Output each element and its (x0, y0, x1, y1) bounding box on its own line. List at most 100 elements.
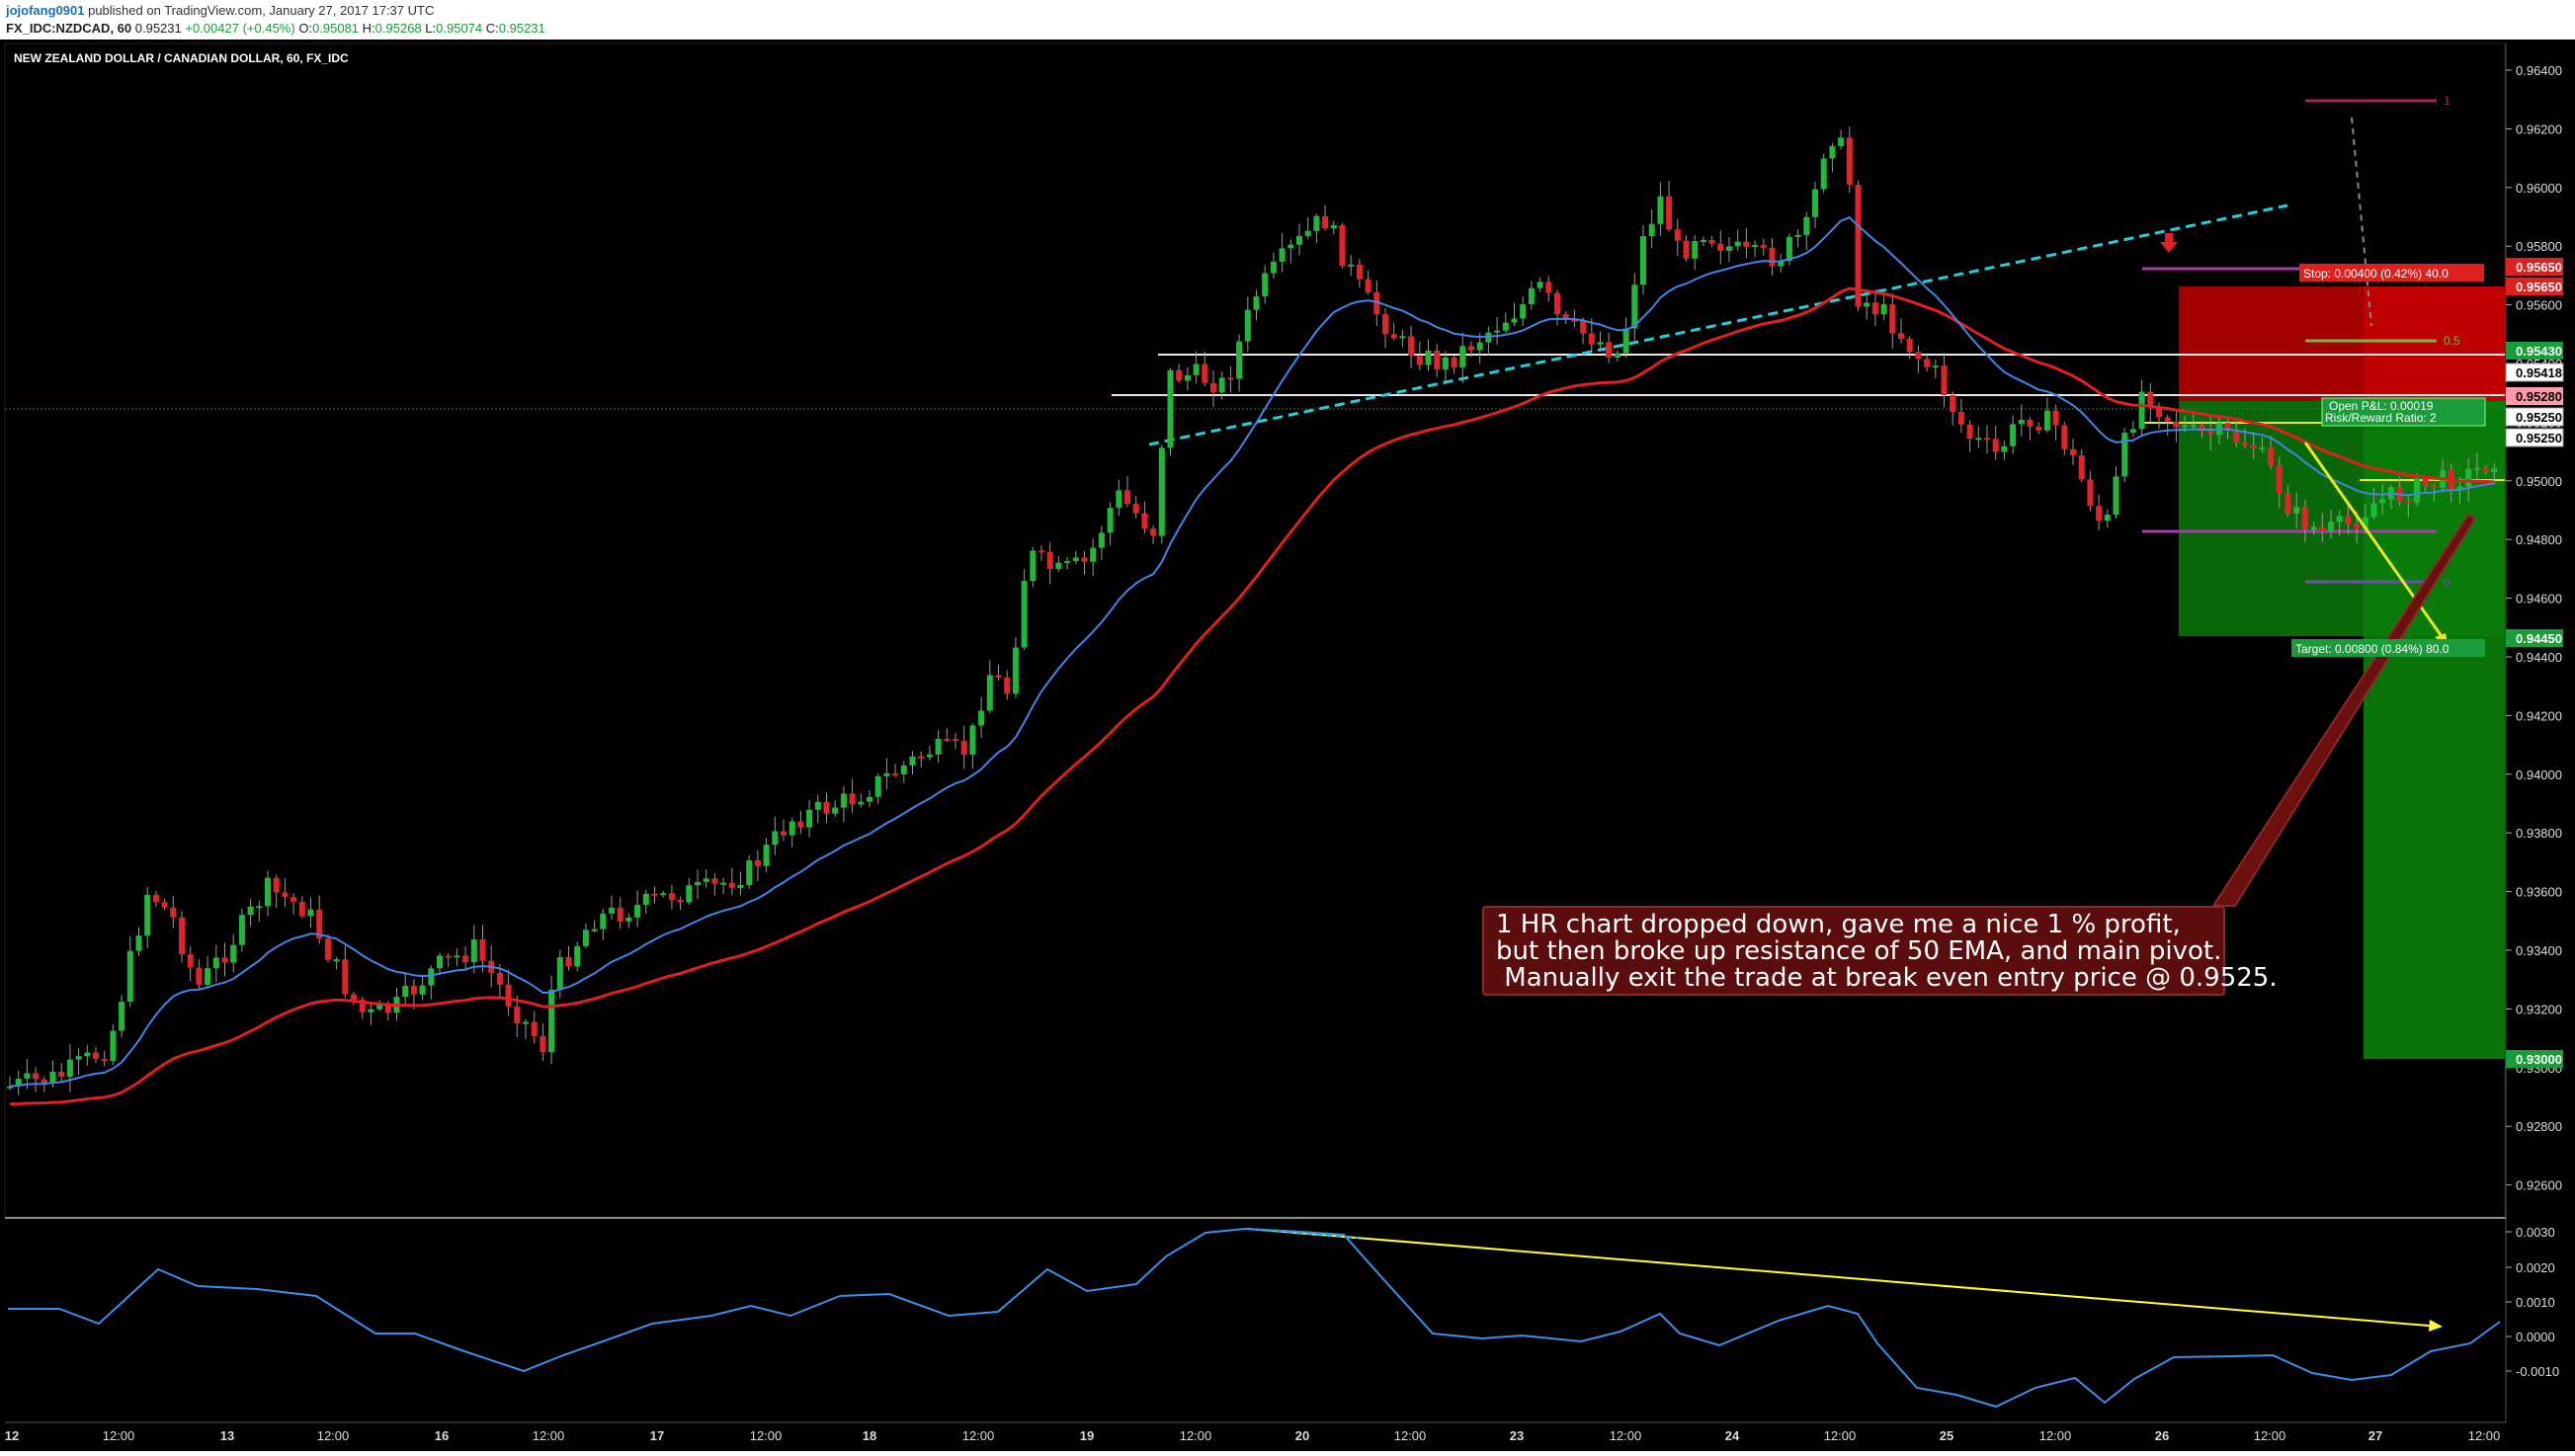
candle-body (58, 1071, 65, 1078)
time-tick-label: 20 (1295, 1428, 1309, 1443)
candle-body (565, 957, 572, 967)
candle-body (909, 756, 916, 766)
candle-body (2276, 465, 2283, 494)
candle-body (2010, 424, 2017, 446)
candle-body (1021, 581, 1028, 648)
oscillator-axis[interactable]: 0.0030 0.0020 0.0010 0.0000 -0.0010 (2506, 1225, 2559, 1379)
stop-label[interactable]: Stop: 0.00400 (0.42%) 40.0 (2299, 264, 2484, 282)
candle-body (625, 917, 632, 922)
candle-body (1081, 557, 1088, 562)
fib-trend-line[interactable] (2351, 117, 2372, 327)
candle-body (2027, 419, 2034, 427)
candle-body (75, 1056, 82, 1060)
candle-body (1700, 239, 1706, 242)
author-link[interactable]: jojofang0901 (6, 3, 85, 18)
candle-body (496, 972, 503, 985)
candle-body (265, 877, 271, 907)
svg-text:0.95650: 0.95650 (2516, 280, 2562, 294)
candle-body (1296, 235, 1302, 245)
oscillator-cyan-segment[interactable] (1246, 1228, 1360, 1239)
price-tick-label: 0.95600 (2516, 298, 2562, 313)
candle-body (960, 741, 967, 756)
open-label: O: (298, 21, 313, 36)
candle-body (781, 831, 787, 836)
candle-body (1915, 352, 1922, 360)
svg-text:Target: 0.00800 (0.84%) 80.0: Target: 0.00800 (0.84%) 80.0 (2295, 642, 2450, 656)
candle-body (1889, 304, 1896, 334)
ema-50-line[interactable] (9, 286, 2495, 1106)
candle-body (1459, 346, 1466, 368)
close-label: C: (485, 21, 499, 36)
stop-zone-tall[interactable] (2364, 286, 2505, 401)
candle-body (221, 957, 228, 963)
price-tick-label: 0.93600 (2516, 885, 2562, 900)
candle-body (1107, 508, 1114, 533)
oscillator-trendline[interactable] (1246, 1228, 2442, 1328)
candle-body (161, 902, 168, 908)
candle-body (1373, 291, 1380, 315)
candle-body (2164, 417, 2171, 422)
candle-body (368, 1009, 374, 1012)
candle-body (2284, 493, 2291, 515)
ema-20-line[interactable] (9, 216, 2495, 1088)
time-tick-label: 12:00 (2254, 1428, 2286, 1443)
oscillator-line[interactable] (8, 1227, 2501, 1409)
candle-body (1666, 196, 1673, 230)
candle-body (763, 845, 770, 866)
candle-body (1227, 377, 1234, 380)
svg-text:0.94450: 0.94450 (2516, 631, 2562, 646)
candle-body (359, 999, 366, 1012)
price-tick-label: 0.94000 (2516, 768, 2562, 782)
candle-body (1339, 225, 1346, 266)
candle-body (1871, 302, 1878, 315)
svg-text:Risk/Reward Ratio: 2: Risk/Reward Ratio: 2 (2325, 411, 2437, 425)
chart-area[interactable]: 1 0.5 0 Stop: 0.00400 (0.42%) 40.0 Targe… (0, 40, 2575, 1451)
candle-body (144, 894, 151, 936)
candle-body (2052, 410, 2059, 426)
candle-body (1279, 248, 1286, 262)
pnl-label[interactable]: Open P&L: 0.00019 Risk/Reward Ratio: 2 (2321, 397, 2486, 427)
high-label: H: (362, 21, 375, 36)
candle-body (806, 809, 813, 828)
candle-body (1683, 240, 1690, 259)
down-arrow-icon[interactable] (2160, 233, 2178, 253)
target-label[interactable]: Target: 0.00800 (0.84%) 80.0 (2291, 639, 2485, 657)
candle-body (2138, 391, 2145, 430)
candle-body (342, 959, 349, 995)
candle-body (2345, 516, 2352, 525)
candle-body (514, 1006, 521, 1024)
price-badge-white-2: 0.95250 (2505, 407, 2564, 427)
candle-body (2207, 431, 2214, 436)
annotation-callout[interactable]: 1 HR chart dropped down, gave me a nice … (1482, 906, 2278, 996)
candle-body (849, 793, 856, 805)
price-axis[interactable]: 0.96400 0.96200 0.96000 0.95800 0.95600 0.954… (2506, 63, 2562, 1193)
candle-body (230, 944, 237, 963)
candle-body (1116, 490, 1122, 509)
candle-body (2061, 425, 2068, 449)
osc-tick-label: 0.0030 (2516, 1225, 2555, 1240)
candle-body (1622, 328, 1629, 354)
candle-body (2224, 423, 2231, 431)
target-zone-tall[interactable] (2364, 401, 2505, 1059)
candle-body (867, 796, 872, 802)
price-tick-label: 0.96400 (2516, 63, 2562, 78)
candle-body (686, 885, 693, 903)
candle-body (1304, 230, 1311, 236)
candle-body (1778, 261, 1785, 267)
candle-body (351, 994, 357, 1000)
candle-body (1090, 547, 1097, 562)
time-tick-label: 12:00 (1394, 1428, 1427, 1443)
candle-body (2473, 467, 2480, 470)
svg-text:0.95250: 0.95250 (2516, 431, 2562, 445)
time-axis[interactable]: 12 12:00 13 12:00 16 12:00 17 12:00 18 12:00 19 12:… (5, 1428, 2501, 1443)
cyan-trendline[interactable] (1148, 203, 2288, 446)
chart-canvas[interactable]: 1 0.5 0 Stop: 0.00400 (0.42%) 40.0 Targe… (0, 40, 2575, 1451)
projection-arrow-line[interactable] (2303, 442, 2448, 643)
candle-body (1984, 438, 1990, 441)
candlestick-series[interactable] (7, 126, 2498, 1095)
price-pane[interactable] (4, 42, 2506, 1218)
candle-body (953, 739, 958, 742)
time-tick-label: 12:00 (2468, 1428, 2501, 1443)
candle-body (24, 1073, 31, 1080)
candle-body (600, 913, 607, 930)
